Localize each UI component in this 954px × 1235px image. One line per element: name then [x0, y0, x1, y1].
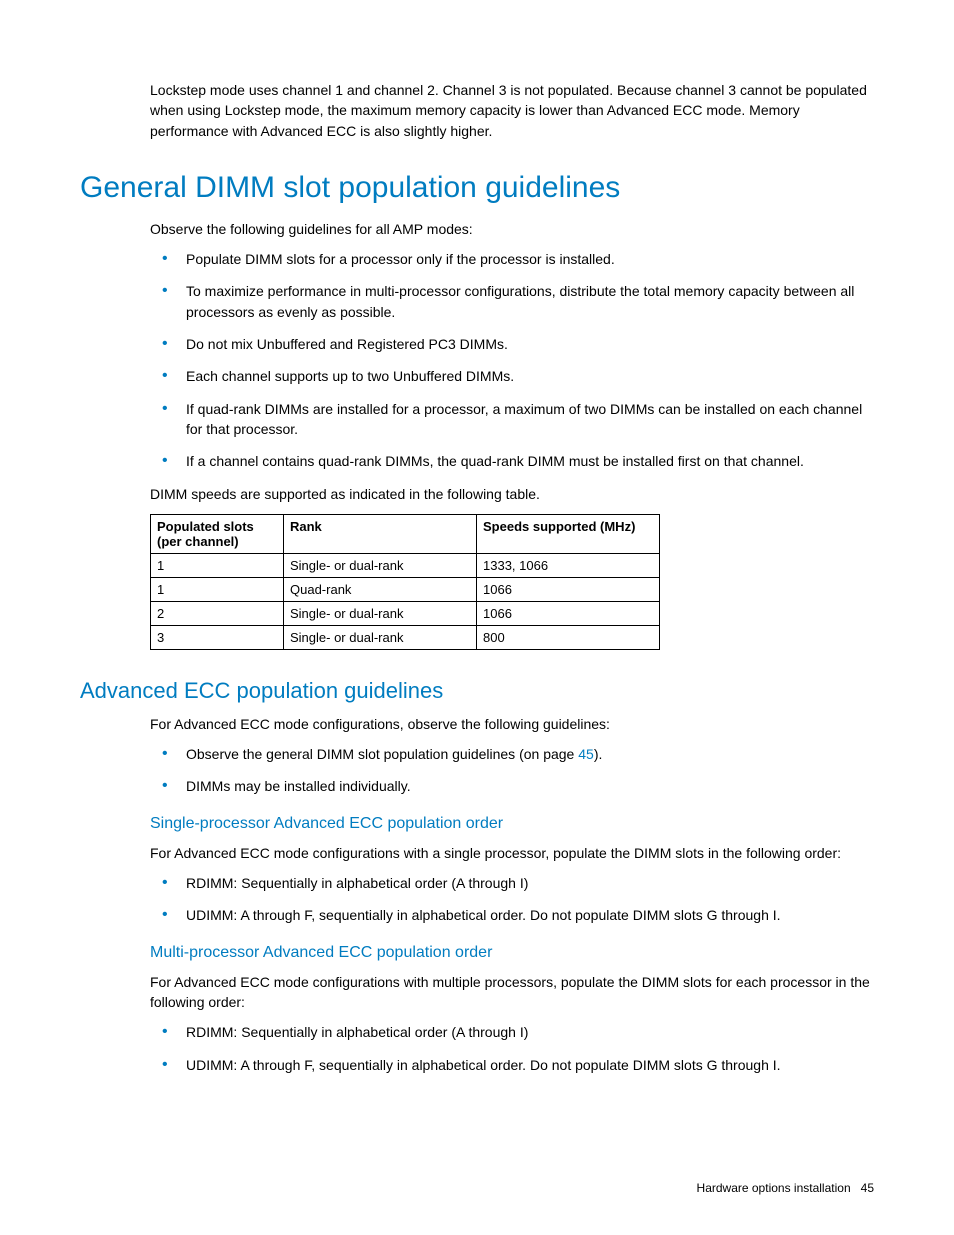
advanced-section: For Advanced ECC mode configurations, ob…	[150, 714, 874, 1075]
dimm-speeds-table: Populated slots (per channel) Rank Speed…	[150, 514, 660, 650]
advanced-lead: For Advanced ECC mode configurations, ob…	[150, 714, 874, 734]
table-cell: 1066	[477, 577, 660, 601]
heading-general-dimm: General DIMM slot population guidelines	[80, 171, 874, 205]
footer-page-number: 45	[861, 1181, 874, 1195]
heading-multi-proc: Multi-processor Advanced ECC population …	[150, 944, 874, 962]
general-lead: Observe the following guidelines for all…	[150, 219, 874, 239]
bullet-text-post: ).	[594, 746, 603, 762]
table-cell: Single- or dual-rank	[284, 625, 477, 649]
list-item: UDIMM: A through F, sequentially in alph…	[150, 905, 874, 925]
list-item: UDIMM: A through F, sequentially in alph…	[150, 1055, 874, 1075]
general-section: Observe the following guidelines for all…	[150, 219, 874, 650]
table-cell: 1066	[477, 601, 660, 625]
col-header-slots: Populated slots (per channel)	[151, 514, 284, 553]
list-item: If a channel contains quad-rank DIMMs, t…	[150, 451, 874, 471]
table-row: 1 Quad-rank 1066	[151, 577, 660, 601]
table-lead: DIMM speeds are supported as indicated i…	[150, 484, 874, 504]
general-bullet-list: Populate DIMM slots for a processor only…	[150, 249, 874, 471]
table-row: 1 Single- or dual-rank 1333, 1066	[151, 553, 660, 577]
single-proc-lead: For Advanced ECC mode configurations wit…	[150, 843, 874, 863]
multi-proc-bullets: RDIMM: Sequentially in alphabetical orde…	[150, 1022, 874, 1075]
list-item: Do not mix Unbuffered and Registered PC3…	[150, 334, 874, 354]
table-row: 2 Single- or dual-rank 1066	[151, 601, 660, 625]
list-item: Observe the general DIMM slot population…	[150, 744, 874, 764]
table-cell: Single- or dual-rank	[284, 553, 477, 577]
table-cell: Quad-rank	[284, 577, 477, 601]
list-item: If quad-rank DIMMs are installed for a p…	[150, 399, 874, 440]
col-header-rank: Rank	[284, 514, 477, 553]
list-item: Each channel supports up to two Unbuffer…	[150, 366, 874, 386]
bullet-text-pre: Observe the general DIMM slot population…	[186, 746, 578, 762]
table-header-row: Populated slots (per channel) Rank Speed…	[151, 514, 660, 553]
single-proc-bullets: RDIMM: Sequentially in alphabetical orde…	[150, 873, 874, 926]
table-cell: 2	[151, 601, 284, 625]
heading-advanced-ecc: Advanced ECC population guidelines	[80, 678, 874, 704]
list-item: RDIMM: Sequentially in alphabetical orde…	[150, 873, 874, 893]
list-item: To maximize performance in multi-process…	[150, 281, 874, 322]
footer-section-name: Hardware options installation	[697, 1181, 851, 1195]
advanced-bullet-list: Observe the general DIMM slot population…	[150, 744, 874, 797]
col-header-speeds: Speeds supported (MHz)	[477, 514, 660, 553]
list-item: DIMMs may be installed individually.	[150, 776, 874, 796]
table-cell: 1	[151, 577, 284, 601]
page-content: Lockstep mode uses channel 1 and channel…	[0, 0, 954, 1127]
page-link-45[interactable]: 45	[578, 746, 594, 762]
list-item: Populate DIMM slots for a processor only…	[150, 249, 874, 269]
list-item: RDIMM: Sequentially in alphabetical orde…	[150, 1022, 874, 1042]
table-row: 3 Single- or dual-rank 800	[151, 625, 660, 649]
page-footer: Hardware options installation 45	[697, 1181, 874, 1195]
heading-single-proc: Single-processor Advanced ECC population…	[150, 815, 874, 833]
intro-paragraph: Lockstep mode uses channel 1 and channel…	[150, 80, 874, 141]
table-cell: 1333, 1066	[477, 553, 660, 577]
table-cell: Single- or dual-rank	[284, 601, 477, 625]
table-cell: 1	[151, 553, 284, 577]
table-cell: 3	[151, 625, 284, 649]
multi-proc-lead: For Advanced ECC mode configurations wit…	[150, 972, 874, 1013]
table-cell: 800	[477, 625, 660, 649]
